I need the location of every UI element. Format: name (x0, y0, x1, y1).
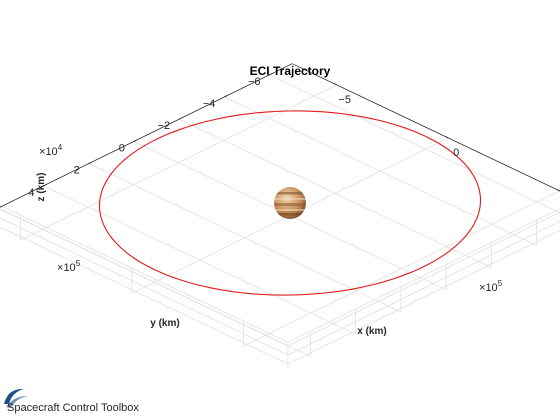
x-tick-mark (556, 189, 560, 192)
footer-text: Spacecraft Control Toolbox (7, 402, 139, 414)
wall-grid-line-z2 (0, 226, 289, 365)
chart-title: ECI Trajectory (250, 64, 331, 78)
y-tick-mark (0, 206, 2, 208)
y-tick-label: −4 (203, 98, 216, 110)
floor-grid-line-y (88, 163, 402, 313)
y-tick-label: 4 (28, 187, 34, 199)
svg-text:×104: ×104 (39, 143, 63, 158)
grid-lines (0, 74, 560, 368)
floor-grid-line-y (178, 118, 492, 268)
box-edge (287, 208, 560, 343)
floor-grid-line-y (269, 74, 560, 214)
y-tick-mark (88, 161, 92, 164)
y-exponent-label: ×105 (57, 259, 81, 274)
wall-grid-line-z (287, 229, 560, 365)
y-tick-labels: −6−4−20246 (28, 76, 261, 199)
x-exponent-label: ×105 (479, 279, 503, 294)
y-tick-label: 0 (119, 142, 125, 154)
y-tick-label: −6 (248, 76, 261, 88)
orbit-trajectory-line (98, 110, 482, 296)
y-tick-mark (224, 95, 228, 98)
y-tick-label: 2 (74, 165, 80, 177)
x-tick-label: −5 (338, 94, 351, 106)
wall-grid-line-z2 (0, 217, 289, 356)
y-tick-mark (43, 183, 47, 187)
svg-text:×105: ×105 (479, 279, 503, 294)
y-tick-mark (269, 72, 273, 76)
planet-icon (274, 187, 306, 219)
orbit-series (98, 110, 482, 296)
x-axis-line (291, 63, 560, 192)
y-tick-mark (178, 117, 183, 120)
spacecraft-control-toolbox-logo-icon (4, 388, 27, 408)
wall-grid-line-z (287, 211, 560, 347)
z-exponent-label: ×104 (39, 143, 63, 158)
z-axis-label: z (km) (36, 173, 47, 202)
box-edge (0, 205, 289, 343)
floor-grid-line-y (43, 185, 356, 335)
y-tick-label: −2 (158, 120, 171, 132)
x-tick-mark (445, 136, 449, 139)
floor-grid-line-y (224, 96, 537, 246)
wall-grid-line-z2 (0, 208, 289, 347)
y-tick-mark (133, 139, 138, 142)
x-tick-mark (333, 83, 337, 86)
y-axis-label: y (km) (150, 318, 179, 329)
axes-box (0, 63, 560, 208)
wall-grid-line-z (287, 220, 560, 356)
x-tick-label: 0 (453, 147, 459, 159)
x-axis-label: x (km) (357, 326, 386, 337)
footer: Spacecraft Control Toolbox (4, 388, 139, 414)
svg-text:×105: ×105 (57, 259, 81, 274)
x-tick-labels: −505 (338, 94, 459, 159)
